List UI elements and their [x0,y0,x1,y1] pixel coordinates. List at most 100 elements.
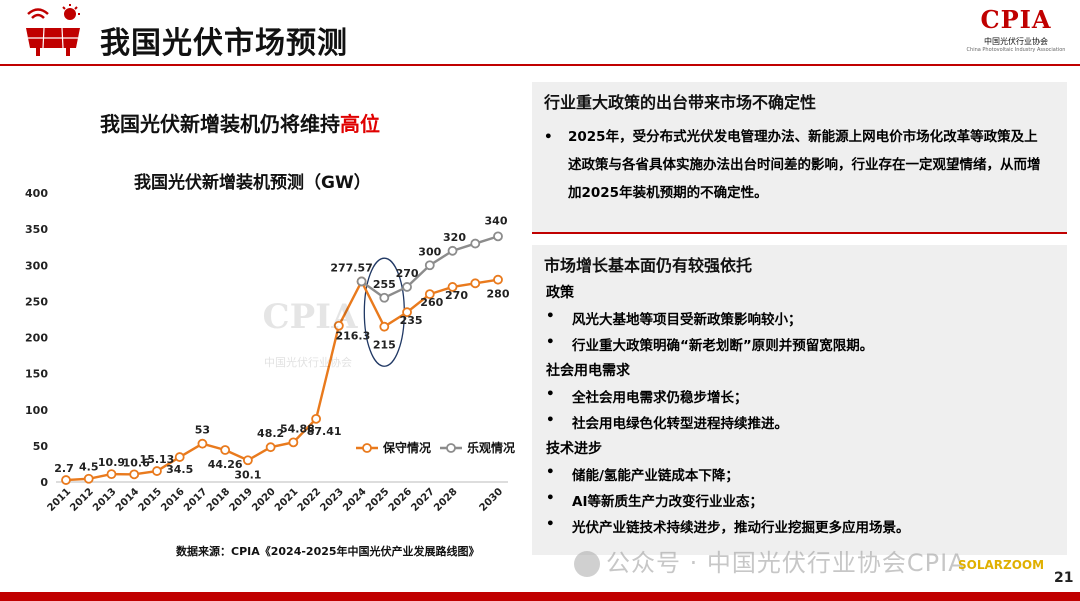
bullet-icon: • [546,490,555,506]
optimistic-data-point [379,292,390,303]
page-title: 我国光伏市场预测 [100,26,348,61]
watermark: 公众号 · 中国光伏行业协会CPIA [574,543,966,578]
conservative-data-point [106,469,117,480]
conservative-data-point [424,289,435,300]
panel2-groups: 政策 • 风光大基地等项目受新政策影响较小； • 行业重大政策明确“新老划断”原则并预留… [532,282,1067,536]
optimistic-data-point [424,260,435,271]
cpia-logo-name-en: China Photovoltaic Industry Association [966,47,1066,53]
conservative-data-label: 53 [195,424,210,437]
bullet-icon: • [546,516,555,532]
panel1-text: 2025年，受分布式光伏发电管理办法、新能源上网电价市场化改革等政策及上述政策与… [568,129,1041,201]
x-tick-label: 2019 [228,486,255,513]
conservative-data-label: 87.41 [307,425,342,438]
y-tick-label: 300 [25,259,48,272]
cpia-logo: CPIA 中国光伏行业协会 China Photovoltaic Industr… [966,6,1066,62]
conservative-data-label: 34.5 [166,463,193,476]
headline-text: 我国光伏新增装机仍将维持 [100,112,340,136]
panel1-bullet: • 2025年，受分布式光伏发电管理办法、新能源上网电价市场化改革等政策及上述政… [544,123,1049,207]
bullet-icon: • [544,129,553,145]
conservative-data-point [220,445,231,455]
x-tick-label: 2022 [296,486,323,513]
conservative-data-label: 10.9 [98,456,125,469]
conservative-data-point [265,442,276,453]
headline-highlight: 高位 [340,112,380,136]
policy-uncertainty-panel: 行业重大政策的出台带来市场不确定性 • 2025年，受分布式光伏发电管理办法、新… [532,82,1067,234]
panel2-item-text: 风光大基地等项目受新政策影响较小； [572,312,802,328]
panel2-group-title: 政策 [546,285,574,301]
optimistic-data-label: 320 [443,231,466,244]
conservative-data-label: 48.2 [257,427,284,440]
conservative-data-point [447,282,458,292]
panel2-group-title: 社会用电需求 [546,363,630,379]
bullet-icon: • [546,412,555,428]
conservative-data-point [174,452,185,462]
x-tick-label: 2018 [205,486,232,513]
conservative-data-label: 270 [445,289,468,302]
conservative-data-label: 277.57 [330,261,372,274]
optimistic-data-point [470,238,481,249]
chart-cpia-watermark-name: 中国光伏行业协会 [264,355,352,369]
conservative-data-label: 2.7 [54,462,74,475]
optimistic-legend-marker [446,443,456,453]
conservative-data-label: 215 [373,339,396,352]
conservative-data-label: 260 [420,296,443,309]
x-tick-label: 2017 [182,486,209,513]
optimistic-data-label: 300 [418,245,441,258]
y-tick-label: 50 [33,440,49,453]
conservative-data-label: 10.6 [123,456,150,469]
panel2-item-text: 全社会用电需求仍稳步增长； [572,390,748,406]
conservative-data-label: 15.13 [140,453,175,466]
conservative-data-label: 216.3 [335,330,370,343]
y-tick-label: 150 [25,368,48,381]
panel2-item-text: 光伏产业链技术持续进步，推动行业挖掘更多应用场景。 [572,520,910,536]
conservative-legend-label: 保守情况 [382,440,431,455]
install-forecast-chart: 0 50 100 150 200 250 300 350 400 2011201220132014… [25,187,515,514]
optimistic-data-label: 340 [485,214,508,227]
conservative-data-label: 280 [487,288,510,301]
y-tick-label: 400 [25,187,48,200]
optimistic-data-point [356,276,367,287]
bullet-icon: • [546,464,555,480]
footer-bar [0,592,1080,601]
conservative-data-label: 4.5 [79,461,99,474]
conservative-data-point [379,321,390,332]
panel2-list-item: • 行业重大政策明确“新老划断”原则并预留宽限期。 [546,334,1067,354]
optimistic-data-label: 255 [373,278,396,291]
panel2-item-text: 社会用电绿色化转型进程持续推进。 [572,416,788,432]
optimistic-data-point [402,282,412,292]
data-source: 数据来源：CPIA《2024-2025年中国光伏产业发展路线图》 [176,545,480,558]
panel2-item-text: 行业重大政策明确“新老划断”原则并预留宽限期。 [572,338,874,354]
x-tick-label: 2027 [409,486,436,513]
x-tick-label: 2014 [114,486,141,513]
conservative-data-point [197,438,208,449]
x-tick-label: 2028 [432,486,459,513]
panel1-heading: 行业重大政策的出台带来市场不确定性 [544,93,817,112]
conservative-data-label: 235 [400,314,423,327]
conservative-data-point [470,278,481,289]
page-number: 21 [1054,570,1074,586]
y-tick-label: 250 [25,295,48,308]
solarzoom-logo: SOLARZOOM [958,558,1045,572]
conservative-data-label: 30.1 [234,468,261,481]
bullet-icon: • [546,386,555,402]
x-tick-label: 2020 [250,486,277,513]
growth-fundamentals-panel: 市场增长基本面仍有较强依托 政策 • 风光大基地等项目受新政策影响较小； • 行业重大政… [532,245,1067,555]
panel2-group-title: 技术进步 [546,441,602,457]
bullet-icon: • [546,334,555,350]
optimistic-legend-label: 乐观情况 [467,440,515,455]
solar-panel-logo-icon [26,4,80,56]
y-tick-label: 350 [25,223,48,236]
panel2-list-item: • 光伏产业链技术持续进步，推动行业挖掘更多应用场景。 [546,516,1067,536]
conservative-data-point [129,469,140,480]
watermark-text: 公众号 · 中国光伏行业协会CPIA [606,549,966,577]
x-tick-label: 2024 [341,486,368,513]
chart-cpia-watermark: CPIA [263,297,359,337]
conservative-data-point [288,437,299,448]
optimistic-data-point [447,245,458,256]
optimistic-data-point [493,231,503,242]
header: 我国光伏市场预测 CPIA 中国光伏行业协会 China Photovoltai… [0,0,1080,70]
conservative-data-point [83,473,94,484]
chart-title: 我国光伏新增装机预测（GW） [134,173,371,193]
x-tick-label: 2013 [91,486,118,513]
x-tick-label: 2011 [46,486,73,513]
